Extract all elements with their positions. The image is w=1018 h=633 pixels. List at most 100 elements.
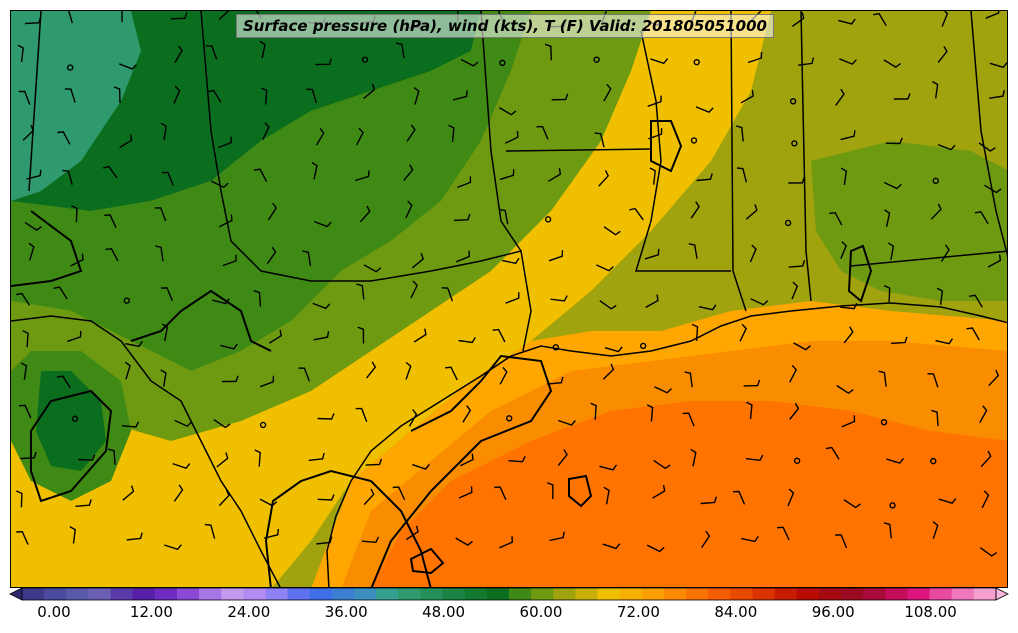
isobar xyxy=(370,354,553,587)
wind-barb xyxy=(317,413,335,420)
wind-barb xyxy=(650,58,669,65)
colorbar-segment xyxy=(22,588,45,600)
wind-barb xyxy=(979,405,988,424)
wind-barb xyxy=(19,404,32,419)
wind-barb xyxy=(121,421,140,428)
wind-barb xyxy=(557,449,568,467)
wind-barb xyxy=(653,459,671,470)
wind-barb xyxy=(883,285,891,303)
temp-band-green xyxy=(11,11,531,371)
wind-barb xyxy=(646,404,654,422)
wind-barb xyxy=(499,536,514,549)
colorbar-tick-label: 84.00 xyxy=(714,603,758,621)
state-border xyxy=(11,315,281,587)
wind-barb xyxy=(218,214,233,228)
wind-barb xyxy=(366,361,377,379)
wind-barb xyxy=(413,328,427,343)
wind-barbs xyxy=(15,11,1007,557)
wind-barb xyxy=(932,521,939,539)
wind-barb xyxy=(840,130,856,141)
wind-barb xyxy=(266,246,277,265)
wind-barb xyxy=(126,532,143,541)
wind-barb xyxy=(544,43,552,61)
wind-barb xyxy=(363,83,376,100)
wind-barb xyxy=(452,90,468,101)
wind-barb xyxy=(64,88,76,103)
wind-barb xyxy=(740,90,754,104)
wind-barb xyxy=(102,165,118,179)
wind-barb xyxy=(645,294,659,309)
state-border xyxy=(634,30,731,272)
wind-barb xyxy=(259,40,266,59)
wind-barb xyxy=(938,498,957,505)
wind-barb xyxy=(602,363,615,380)
isobar xyxy=(847,244,873,303)
isobar xyxy=(409,547,445,575)
wind-barb xyxy=(603,226,621,236)
wind-barb xyxy=(550,295,568,302)
colorbar-tick-label: 36.00 xyxy=(324,603,368,621)
isobar xyxy=(11,210,83,287)
wind-barb xyxy=(843,326,854,344)
wind-barb xyxy=(317,494,335,501)
wind-barb xyxy=(458,486,473,499)
wind-barb xyxy=(499,208,509,225)
colorbar-frame xyxy=(21,587,997,601)
wind-barb xyxy=(456,250,470,263)
wind-barb xyxy=(311,161,318,180)
wind-barb xyxy=(315,58,333,66)
wind-barb xyxy=(359,205,371,223)
wind-barb xyxy=(682,412,695,427)
wind-barb xyxy=(840,241,848,259)
calm-wind-marker xyxy=(552,344,560,351)
colorbar-tick-label: 0.00 xyxy=(37,603,71,621)
wind-barb xyxy=(988,369,1000,387)
wind-barb xyxy=(798,57,815,66)
wind-barb xyxy=(604,346,623,353)
wind-barb xyxy=(173,85,181,104)
wind-barb xyxy=(455,537,473,546)
coastline xyxy=(326,302,1007,587)
colorbar-segment xyxy=(420,588,444,600)
colorbar-segment xyxy=(486,588,510,600)
wind-barb xyxy=(260,87,268,105)
wind-barb xyxy=(24,221,43,231)
wind-barb xyxy=(696,173,713,182)
wind-barb xyxy=(161,171,174,186)
isobar xyxy=(264,469,432,587)
calm-wind-marker xyxy=(67,64,74,71)
wind-barb xyxy=(220,343,238,350)
wind-barb xyxy=(363,488,375,506)
wind-barb xyxy=(989,62,1007,69)
wind-barb xyxy=(262,122,270,140)
colorbar-segment xyxy=(641,588,665,600)
wind-barb xyxy=(445,366,458,381)
wind-barb xyxy=(690,201,700,219)
wind-barb xyxy=(164,544,182,551)
wind-barb xyxy=(160,287,174,302)
wind-barb xyxy=(839,58,857,65)
wind-barb xyxy=(363,264,382,273)
wind-barb xyxy=(878,370,887,387)
wind-barb xyxy=(22,330,29,348)
wind-barb xyxy=(16,490,23,508)
wind-barb xyxy=(884,209,891,227)
wind-barb xyxy=(836,384,854,395)
wind-barb xyxy=(222,254,237,267)
wind-barb xyxy=(536,125,549,140)
isobar xyxy=(650,120,683,173)
wind-barb xyxy=(791,281,799,300)
wind-barb xyxy=(105,247,119,262)
wind-barb xyxy=(403,164,414,182)
colorbar-segment xyxy=(199,588,222,600)
state-border xyxy=(800,11,812,302)
wind-barb xyxy=(458,336,476,344)
state-border xyxy=(480,11,522,252)
wind-barb xyxy=(750,298,769,306)
colorbar-tick-label: 96.00 xyxy=(811,603,855,621)
wind-barb xyxy=(121,11,123,23)
wind-barb xyxy=(791,12,805,27)
calm-wind-marker xyxy=(880,418,888,426)
colorbar-segment xyxy=(619,588,643,600)
state-border xyxy=(850,250,1007,267)
